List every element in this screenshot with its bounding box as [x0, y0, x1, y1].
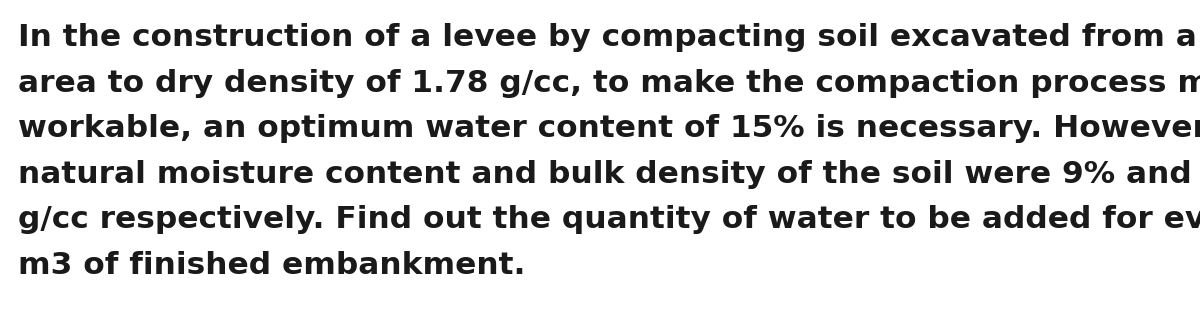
Text: In the construction of a levee by compacting soil excavated from a borrow
area t: In the construction of a levee by compac… [18, 23, 1200, 280]
